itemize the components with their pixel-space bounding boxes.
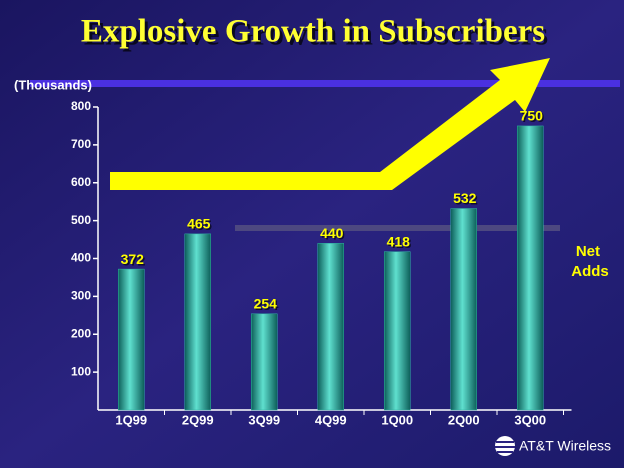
- chart-title: Explosive Growth in Subscribers: [81, 14, 545, 50]
- x-tick-label: 2Q99: [182, 412, 214, 427]
- x-tick-label: 4Q99: [315, 412, 347, 427]
- annotation-line: Adds: [571, 263, 609, 280]
- y-tick-label: 700: [71, 137, 91, 151]
- bar: [384, 251, 411, 411]
- value-label: 465: [187, 216, 211, 232]
- bar: [517, 125, 544, 411]
- value-label: 465: [189, 217, 213, 233]
- y-tick-label: 100: [71, 364, 91, 378]
- axis-label: (Thousands): [14, 77, 92, 92]
- bar: [251, 313, 278, 411]
- value-label: 254: [255, 297, 279, 313]
- y-tick-label: 500: [71, 213, 91, 227]
- value-label: 532: [455, 192, 479, 208]
- bar: [118, 268, 145, 411]
- x-tick-label: 3Q99: [248, 412, 280, 427]
- x-tick-label: 3Q00: [514, 412, 546, 427]
- annotation: Net Adds: [571, 243, 609, 280]
- x-tick-label: 2Q00: [448, 412, 480, 427]
- y-tick-label: 800: [71, 99, 91, 113]
- bar: [184, 233, 211, 411]
- x-tick-label: 1Q00: [381, 412, 413, 427]
- band: [30, 80, 620, 87]
- value-label: 372: [122, 252, 146, 268]
- value-label: 440: [322, 227, 346, 243]
- value-label: 418: [388, 235, 412, 251]
- bar: [317, 243, 344, 411]
- annotation-line: Net: [576, 243, 600, 260]
- value-label: 532: [453, 190, 477, 206]
- value-label: 254: [254, 296, 278, 312]
- x-tick-label: 1Q99: [115, 412, 147, 427]
- logo-text: AT&T Wireless: [519, 438, 611, 454]
- y-tick-label: 600: [71, 175, 91, 189]
- value-label: 750: [521, 109, 545, 125]
- y-tick-label: 300: [71, 289, 91, 303]
- title-shadow: Explosive Growth in Subscribers: [84, 17, 548, 53]
- logo-stripes: [495, 441, 515, 453]
- y-tick-label: 200: [71, 326, 91, 340]
- value-label: 418: [387, 233, 411, 249]
- y-tick-label: 400: [71, 251, 91, 265]
- value-label: 372: [121, 251, 145, 267]
- growth-arrow: [110, 58, 550, 190]
- bar: [450, 208, 477, 411]
- value-label: 750: [520, 108, 544, 124]
- value-label: 440: [320, 225, 344, 241]
